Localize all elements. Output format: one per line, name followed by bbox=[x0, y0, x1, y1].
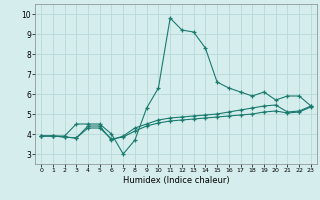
X-axis label: Humidex (Indice chaleur): Humidex (Indice chaleur) bbox=[123, 176, 229, 185]
